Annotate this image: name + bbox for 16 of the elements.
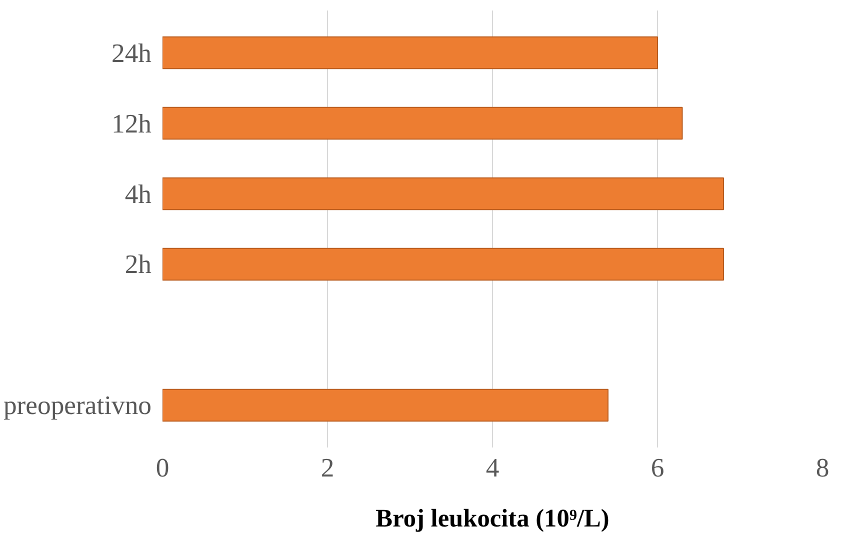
bar — [162, 177, 724, 210]
y-tick-label: 4h — [124, 178, 152, 209]
y-tick-label: 12h — [112, 108, 152, 138]
x-tick-label: 4 — [486, 452, 500, 482]
bar — [162, 388, 608, 422]
bar — [162, 36, 658, 70]
x-tick-label: 6 — [650, 452, 664, 482]
bar — [162, 106, 683, 140]
y-tick-label: preoperativno — [3, 390, 152, 420]
x-tick-label: 8 — [816, 452, 830, 482]
y-tick-label: 24h — [112, 38, 152, 68]
y-tick-label: 2h — [124, 249, 152, 280]
x-axis-title: Broj leukocita (10⁹/L) — [376, 504, 610, 532]
bar — [162, 248, 724, 281]
x-tick-label: 2 — [320, 452, 334, 482]
x-tick-label: 0 — [156, 452, 170, 482]
